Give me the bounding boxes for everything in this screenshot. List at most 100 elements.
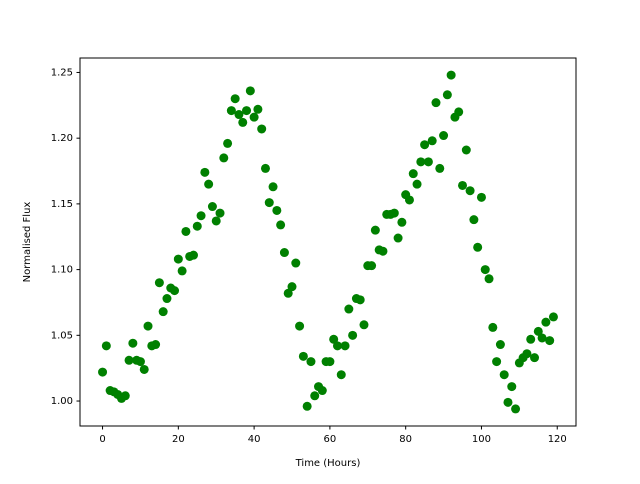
- point: [173, 254, 183, 264]
- point: [435, 163, 445, 173]
- point: [211, 216, 221, 226]
- point: [230, 94, 240, 104]
- y-axis-label: Normalised Flux: [22, 202, 33, 283]
- point: [355, 295, 365, 305]
- point: [264, 198, 274, 208]
- point: [340, 341, 350, 351]
- point: [476, 192, 486, 202]
- x-tick-label: 80: [399, 434, 412, 445]
- y-tick-label: 1.25: [51, 67, 73, 78]
- point: [283, 288, 293, 298]
- point: [480, 265, 490, 275]
- point: [151, 340, 161, 350]
- point: [420, 140, 430, 150]
- point: [226, 106, 236, 116]
- x-axis-label: Time (Hours): [295, 458, 361, 469]
- point: [545, 336, 555, 346]
- point: [431, 98, 441, 108]
- point: [219, 153, 229, 163]
- point: [135, 357, 145, 367]
- point: [378, 246, 388, 256]
- point: [533, 326, 543, 336]
- point: [245, 86, 255, 96]
- point: [488, 322, 498, 332]
- point: [268, 182, 278, 192]
- point: [495, 340, 505, 350]
- point: [329, 334, 339, 344]
- point: [522, 349, 532, 359]
- point: [306, 357, 316, 367]
- point: [389, 208, 399, 218]
- point: [298, 351, 308, 361]
- point: [272, 205, 282, 215]
- point: [234, 110, 244, 120]
- point: [397, 217, 407, 227]
- point: [484, 274, 494, 284]
- point: [423, 157, 433, 167]
- point: [393, 233, 403, 243]
- point: [276, 220, 286, 230]
- x-tick-label: 60: [324, 434, 337, 445]
- x-tick-label: 0: [99, 434, 105, 445]
- point: [454, 107, 464, 117]
- point: [291, 258, 301, 268]
- point: [465, 186, 475, 196]
- point: [503, 397, 513, 407]
- point: [238, 117, 248, 127]
- point: [332, 341, 342, 351]
- point: [181, 226, 191, 236]
- point: [404, 195, 414, 205]
- point: [442, 90, 452, 100]
- point: [446, 70, 456, 80]
- point: [177, 266, 187, 276]
- point: [128, 338, 138, 348]
- point: [473, 242, 483, 252]
- point: [537, 333, 547, 343]
- y-tick-label: 1.15: [51, 199, 73, 210]
- point: [207, 202, 217, 212]
- point: [302, 401, 312, 411]
- point: [548, 312, 558, 322]
- y-tick-label: 1.05: [51, 330, 73, 341]
- point: [439, 131, 449, 141]
- point: [139, 364, 149, 374]
- point: [215, 208, 225, 218]
- point: [541, 317, 551, 327]
- point: [367, 261, 377, 271]
- point: [249, 112, 259, 122]
- point: [317, 386, 327, 396]
- point: [408, 169, 418, 179]
- x-tick-label: 120: [548, 434, 567, 445]
- point: [253, 104, 263, 114]
- point: [336, 370, 346, 380]
- point: [427, 136, 437, 146]
- x-tick-label: 100: [472, 434, 491, 445]
- point: [295, 321, 305, 331]
- point: [158, 307, 168, 317]
- point: [499, 370, 509, 380]
- point: [325, 357, 335, 367]
- point: [530, 353, 540, 363]
- point: [98, 367, 108, 377]
- x-tick-label: 20: [172, 434, 185, 445]
- point: [242, 106, 252, 116]
- point: [359, 320, 369, 330]
- point: [507, 382, 517, 392]
- point: [348, 330, 358, 340]
- point: [492, 357, 502, 367]
- point: [412, 179, 422, 189]
- point: [124, 355, 134, 365]
- point: [416, 157, 426, 167]
- y-tick-label: 1.20: [51, 133, 73, 144]
- point: [469, 215, 479, 225]
- point: [287, 282, 297, 292]
- point: [192, 221, 202, 231]
- axes-frame: [79, 57, 577, 427]
- point: [526, 334, 536, 344]
- point: [260, 163, 270, 173]
- point: [461, 145, 471, 155]
- point: [143, 321, 153, 331]
- point: [101, 341, 111, 351]
- point: [204, 179, 214, 189]
